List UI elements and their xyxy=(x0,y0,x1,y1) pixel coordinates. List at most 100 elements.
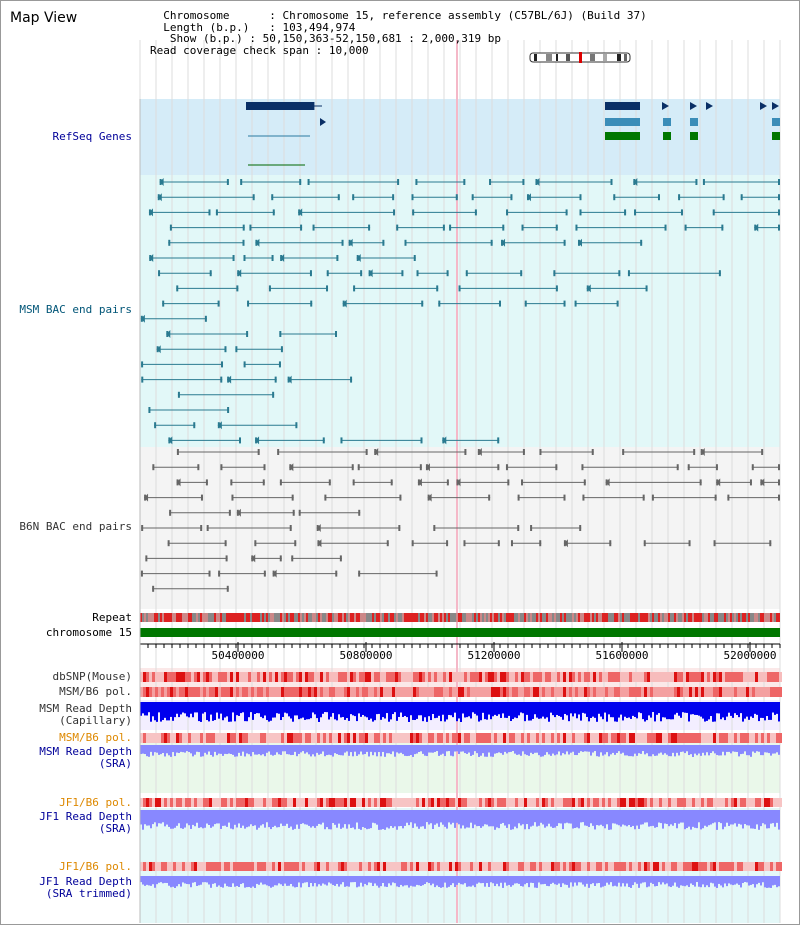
repeat-mark xyxy=(622,613,624,622)
jf1-sra-depth-bar xyxy=(710,810,712,825)
msm-pol-heat xyxy=(161,687,164,697)
dbsnp-heat xyxy=(560,672,563,682)
jf1-sra-depth-bar xyxy=(286,810,288,824)
msm-sra-depth-bar xyxy=(558,745,560,752)
b6n-bac-end xyxy=(200,525,203,531)
jf1-pol-heat xyxy=(500,798,503,807)
b6n-bac-arrow xyxy=(176,478,181,487)
jf1-sra-depth-bar xyxy=(516,810,518,829)
msm-capillary-depth-bar xyxy=(274,702,276,718)
msm-sra-depth-bar xyxy=(464,745,466,754)
msm-sra-depth-bar xyxy=(568,745,570,755)
jf1-pol-heat-2 xyxy=(146,862,149,871)
jf1-pol-heat-2 xyxy=(728,862,731,871)
msm-pol-heat-2 xyxy=(545,733,548,743)
dbsnp-heat xyxy=(731,672,734,682)
track-label-jf1-depth-trimmed[interactable]: JF1 Read Depth (SRA trimmed) xyxy=(0,876,132,900)
repeat-mark xyxy=(280,613,282,622)
msm-pol-heat xyxy=(143,687,146,697)
dbsnp-heat xyxy=(755,672,758,682)
b6n-bac-end xyxy=(263,570,266,577)
jf1-pol-heat-2 xyxy=(392,862,395,871)
jf1-trimmed-depth-bar xyxy=(776,876,778,888)
dbsnp-heat xyxy=(443,672,446,682)
track-label-msm-bac[interactable]: MSM BAC end pairs xyxy=(19,303,132,316)
jf1-sra-depth-bar xyxy=(288,810,290,828)
msm-bac-end xyxy=(274,376,277,383)
repeat-mark xyxy=(150,613,152,622)
msm-bac-end xyxy=(242,239,245,246)
msm-sra-depth-bar xyxy=(560,745,562,756)
msm-capillary-depth-bar xyxy=(580,702,582,721)
msm-sra-depth-bar xyxy=(632,745,634,757)
repeat-mark xyxy=(258,613,260,622)
track-label-chromosome[interactable]: chromosome 15 xyxy=(45,626,132,639)
track-label-msm-b6-pol-2[interactable]: MSM/B6 pol. xyxy=(59,731,132,744)
msm-sra-depth-bar xyxy=(158,745,160,755)
jf1-pol-heat xyxy=(596,798,599,807)
msm-pol-heat xyxy=(194,687,197,697)
msm-sra-depth-bar xyxy=(402,745,404,755)
track-label-msm-depth-sra[interactable]: MSM Read Depth (SRA) xyxy=(0,746,132,770)
msm-sra-depth-bar xyxy=(724,745,726,756)
msm-capillary-depth-bar xyxy=(328,702,330,720)
jf1-trimmed-depth-bar xyxy=(372,876,374,887)
dbsnp-heat xyxy=(752,672,755,682)
repeat-mark xyxy=(650,613,652,622)
msm-sra-depth-bar xyxy=(592,745,594,753)
msm-sra-depth-bar xyxy=(600,745,602,753)
jf1-pol-heat xyxy=(323,798,326,807)
msm-pol-heat xyxy=(626,687,629,697)
jf1-sra-depth-bar xyxy=(140,810,142,825)
track-label-jf1-b6-pol-2[interactable]: JF1/B6 pol. xyxy=(59,860,132,873)
jf1-pol-heat-2 xyxy=(755,862,758,871)
msm-pol-heat-2 xyxy=(485,733,488,743)
repeat-mark xyxy=(684,613,686,622)
msm-capillary-depth-bar xyxy=(408,702,410,722)
repeat-mark xyxy=(206,613,208,622)
msm-bac-end xyxy=(220,376,223,383)
track-label-jf1-depth-sra[interactable]: JF1 Read Depth (SRA) xyxy=(0,811,132,835)
track-label-refseq[interactable]: RefSeq Genes xyxy=(52,130,132,143)
msm-sra-depth-bar xyxy=(354,745,356,752)
msm-pol-heat xyxy=(503,687,506,697)
msm-capillary-depth-bar xyxy=(220,702,222,714)
msm-capillary-depth-bar xyxy=(712,702,714,722)
dbsnp-heat xyxy=(695,672,698,682)
jf1-trimmed-depth-bar xyxy=(454,876,456,888)
jf1-sra-depth-bar xyxy=(450,810,452,825)
msm-sra-depth-bar xyxy=(184,745,186,753)
msm-sra-depth-bar xyxy=(424,745,426,756)
msm-pol-heat xyxy=(329,687,332,697)
msm-pol-heat xyxy=(314,687,317,697)
b6n-bac-end xyxy=(643,540,646,547)
track-label-repeat[interactable]: Repeat xyxy=(92,611,132,624)
track-label-dbsnp[interactable]: dbSNP(Mouse) xyxy=(52,670,132,683)
msm-capillary-depth-bar xyxy=(530,702,532,721)
repeat-mark xyxy=(616,613,618,622)
dbsnp-heat xyxy=(527,672,530,682)
msm-capillary-depth-bar xyxy=(606,702,608,722)
dbsnp-heat xyxy=(248,672,251,682)
jf1-trimmed-depth-bar xyxy=(588,876,590,888)
jf1-pol-heat-2 xyxy=(431,862,434,871)
track-label-msm-b6-pol-1[interactable]: MSM/B6 pol. xyxy=(59,685,132,698)
b6n-bac-end xyxy=(463,540,466,547)
jf1-pol-heat xyxy=(383,798,386,807)
repeat-mark xyxy=(212,613,214,622)
track-label-msm-depth-capillary[interactable]: MSM Read Depth (Capillary) xyxy=(0,703,132,727)
dbsnp-heat xyxy=(548,672,551,682)
repeat-mark xyxy=(290,613,292,622)
track-label-b6n-bac[interactable]: B6N BAC end pairs xyxy=(19,520,132,533)
msm-sra-depth-bar xyxy=(658,745,660,754)
jf1-trimmed-depth-bar xyxy=(584,876,586,887)
track-label-jf1-b6-pol-1[interactable]: JF1/B6 pol. xyxy=(59,796,132,809)
msm-pol-heat-2 xyxy=(470,733,473,743)
jf1-trimmed-depth-bar xyxy=(342,876,344,883)
dbsnp-heat xyxy=(221,672,224,682)
msm-sra-depth-bar xyxy=(144,745,146,755)
msm-capillary-depth-bar xyxy=(498,702,500,715)
jf1-trimmed-depth-bar xyxy=(506,876,508,886)
msm-pol-heat-2 xyxy=(596,733,599,743)
